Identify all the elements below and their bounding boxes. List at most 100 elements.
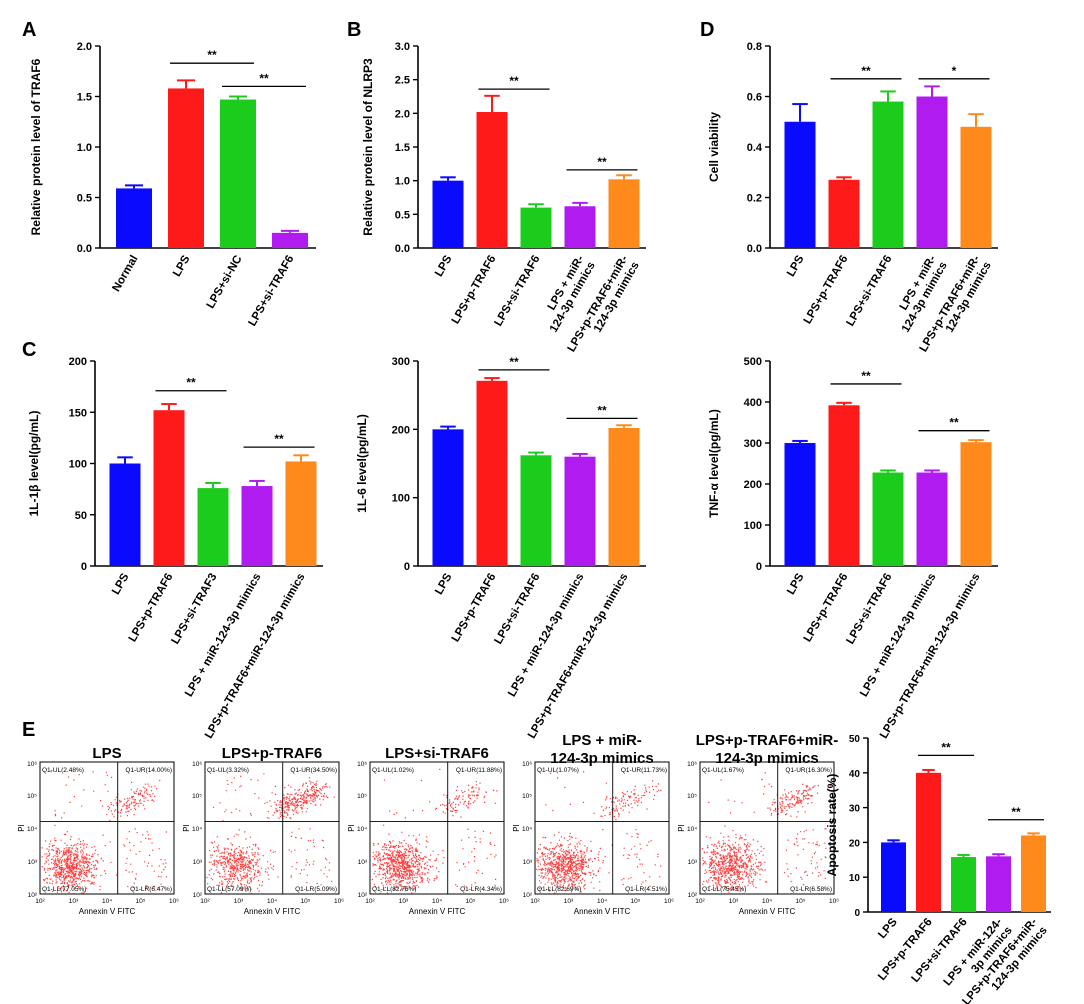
y-tick-label: 10⁴ <box>192 826 202 833</box>
x-tick-label: 10² <box>530 898 540 905</box>
y-tick-label: 10 <box>849 873 861 884</box>
bar <box>784 121 816 248</box>
bar <box>197 488 229 566</box>
y-tick-label: 2.5 <box>395 75 410 87</box>
y-tick-label: 10³ <box>193 859 203 866</box>
y-tick-label: 300 <box>392 356 410 368</box>
category-label: LPS <box>433 571 455 597</box>
flow-plot-frame <box>204 761 340 895</box>
y-tick-label: 1.0 <box>395 176 410 188</box>
charts-layer: 0.0 0.5 1.0 1.5 2.0 Relative protein level of… <box>27 41 1051 1004</box>
quadrant-ll-label: Q1-LL(75.45%) <box>702 886 746 893</box>
flow-dots <box>371 768 498 894</box>
y-tick-label: 0 <box>81 561 87 573</box>
flow-dots <box>701 772 832 893</box>
x-tick-label: 10⁶ <box>334 898 344 905</box>
significance-label: ** <box>186 376 196 390</box>
y-tick-label: 500 <box>744 356 762 368</box>
panel-label-e: E <box>22 719 35 741</box>
y-tick-label: 200 <box>392 424 410 436</box>
significance-label: ** <box>1011 805 1021 819</box>
category-label: LPS+si-TRAF6 <box>246 254 296 329</box>
y-tick-label: 2.0 <box>77 41 92 53</box>
y-tick-label: 10⁵ <box>357 793 367 800</box>
category-label: LPS+p-TRAF6 <box>450 572 499 645</box>
significance-label: ** <box>861 64 871 78</box>
bar <box>520 207 552 248</box>
panel-label-d: D <box>700 19 714 41</box>
quadrant-lr-label: Q1-LR(6.47%) <box>130 886 172 893</box>
x-tick-label: 10⁶ <box>829 898 839 905</box>
category-label: LPS+p-TRAF6 <box>802 254 851 327</box>
quadrant-ur-label: Q1-UR(11.73%) <box>621 767 667 774</box>
flow-cytometry-layer: LPS Q1-UL(2.48%) Q1-UR(14.00%) Q1-LL(77.05%… <box>17 732 839 916</box>
bar <box>109 463 141 566</box>
significance-label: ** <box>509 355 519 369</box>
x-tick-label: 10² <box>35 898 45 905</box>
y-tick-label: 1.0 <box>77 142 92 154</box>
bar <box>916 772 941 912</box>
y-tick-label: 10² <box>358 892 368 899</box>
y-tick-label: 10⁶ <box>522 761 532 768</box>
y-tick-label: 100 <box>392 493 410 505</box>
y-axis-title: PI <box>182 824 191 832</box>
quadrant-ul-label: Q1-UL(1.02%) <box>372 767 414 774</box>
quadrant-lr-label: Q1-LR(4.34%) <box>460 886 502 893</box>
panel-label-c: C <box>22 339 36 361</box>
bar <box>153 410 185 566</box>
bar <box>872 472 904 566</box>
category-label: LPS <box>785 571 807 597</box>
bar <box>564 206 596 248</box>
bar <box>285 461 317 566</box>
y-tick-label: 100 <box>69 459 87 471</box>
y-axis-label: 1L-1β level(pg/mL) <box>27 410 41 516</box>
chart-b: 0.0 0.5 1.0 1.5 2.0 2.5 3.0 Relative protein le… <box>361 41 646 354</box>
x-tick-label: 10³ <box>564 898 574 905</box>
y-tick-label: 0.6 <box>747 92 762 104</box>
flow-plot-title: LPS <box>92 745 121 762</box>
x-tick-label: 10³ <box>729 898 739 905</box>
y-tick-label: 0.5 <box>77 193 92 205</box>
x-axis-title: Annexin V FITC <box>409 907 466 916</box>
y-tick-label: 0.0 <box>747 243 762 255</box>
chart-a: 0.0 0.5 1.0 1.5 2.0 Relative protein level of… <box>29 41 316 328</box>
y-tick-label: 10⁴ <box>27 826 37 833</box>
bar <box>881 842 906 912</box>
significance-label: ** <box>207 48 217 62</box>
y-axis-title: PI <box>512 824 521 832</box>
y-tick-label: 10⁶ <box>687 761 697 768</box>
panel-label-a: A <box>22 19 36 41</box>
y-tick-label: 400 <box>744 397 762 409</box>
category-label: LPS <box>110 571 132 597</box>
bar <box>828 179 860 248</box>
bar <box>220 99 256 248</box>
x-axis-title: Annexin V FITC <box>244 907 301 916</box>
flow-plot-1: LPS Q1-UL(2.48%) Q1-UR(14.00%) Q1-LL(77.05%… <box>17 745 179 916</box>
bar <box>916 472 948 566</box>
flow-plot-frame <box>369 761 505 895</box>
y-tick-label: 0 <box>756 561 762 573</box>
quadrant-lr-label: Q1-LR(6.58%) <box>790 886 832 893</box>
category-label: LPS+si-TRAF6 <box>844 572 894 647</box>
quadrant-ul-label: Q1-UL(1.67%) <box>702 767 744 774</box>
bar <box>916 96 948 248</box>
y-tick-label: 40 <box>849 769 861 780</box>
y-tick-label: 100 <box>744 520 762 532</box>
y-tick-label: 10⁶ <box>27 761 37 768</box>
y-tick-label: 10³ <box>688 859 698 866</box>
significance-label: ** <box>274 432 284 446</box>
category-label: LPS+p-TRAF6+miR-124-3p mimics <box>203 572 308 741</box>
flow-plot-frame <box>534 761 670 895</box>
y-tick-label: 300 <box>744 438 762 450</box>
y-axis-title: PI <box>677 824 686 832</box>
y-tick-label: 2.0 <box>395 108 410 120</box>
significance-label: ** <box>259 71 269 85</box>
quadrant-lr-label: Q1-LR(5.09%) <box>295 886 337 893</box>
y-tick-label: 10⁴ <box>687 826 697 833</box>
flow-plot-title: LPS+si-TRAF6 <box>385 745 489 762</box>
